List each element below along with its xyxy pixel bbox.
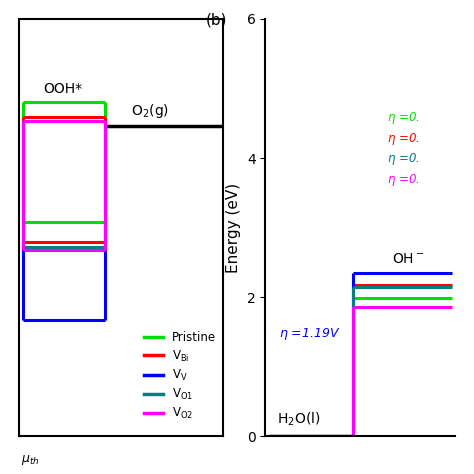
Text: $\eta$ =0.: $\eta$ =0. bbox=[387, 151, 420, 167]
Text: $\eta$ =0.: $\eta$ =0. bbox=[387, 172, 420, 188]
Text: $\eta$ =0.: $\eta$ =0. bbox=[387, 130, 420, 146]
Legend: Pristine, $\mathrm{V_{Bi}}$, $\mathrm{V_V}$, $\mathrm{V_{O1}}$, $\mathrm{V_{O2}}: Pristine, $\mathrm{V_{Bi}}$, $\mathrm{V_… bbox=[139, 327, 221, 426]
Text: $\mu_{th}$: $\mu_{th}$ bbox=[21, 453, 39, 467]
Text: $\eta$ =0.: $\eta$ =0. bbox=[387, 109, 420, 126]
Text: $\eta$ =1.19V: $\eta$ =1.19V bbox=[279, 327, 340, 342]
Text: H$_2$O(l): H$_2$O(l) bbox=[277, 410, 321, 428]
Text: OOH*: OOH* bbox=[44, 82, 82, 96]
Text: (b): (b) bbox=[206, 13, 228, 27]
Text: OH$^-$: OH$^-$ bbox=[392, 253, 425, 266]
Y-axis label: Energy (eV): Energy (eV) bbox=[226, 182, 241, 273]
Text: O$_2$(g): O$_2$(g) bbox=[131, 102, 169, 120]
